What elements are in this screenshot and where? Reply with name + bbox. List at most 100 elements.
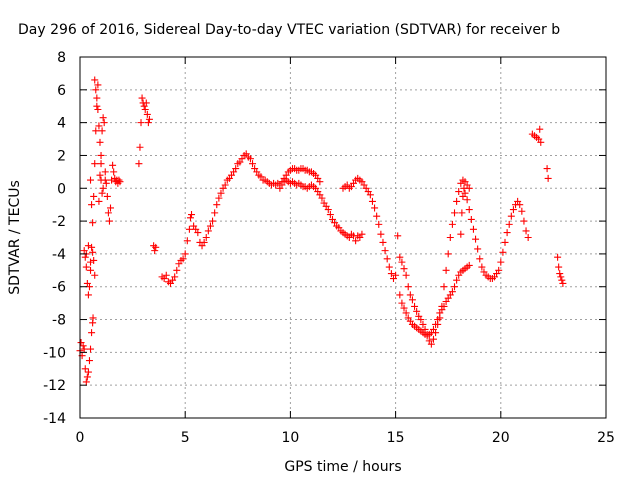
data-point [429, 325, 437, 333]
data-point [185, 225, 193, 233]
data-point [97, 160, 105, 168]
data-point [555, 263, 563, 271]
data-point [179, 255, 187, 263]
data-point [89, 219, 97, 227]
data-point [144, 119, 152, 127]
data-point [211, 209, 219, 217]
data-point [145, 115, 153, 123]
data-point [90, 192, 98, 200]
data-point [559, 279, 567, 287]
grid [80, 57, 606, 418]
data-point [107, 204, 115, 212]
data-point [92, 86, 100, 94]
data-point [536, 125, 544, 133]
plot-frame [79, 56, 607, 419]
data-point [544, 174, 552, 182]
data-point [463, 196, 471, 204]
data-point [213, 201, 221, 209]
data-point [453, 197, 461, 205]
data-point [88, 201, 96, 209]
data-point [461, 189, 469, 197]
data-point [432, 320, 440, 328]
data-point [204, 227, 212, 235]
data-point [478, 263, 486, 271]
y-tick-label: 6 [57, 83, 66, 99]
data-point [102, 179, 110, 187]
data-point [101, 168, 109, 176]
data-point [436, 309, 444, 317]
y-tick-label: -8 [52, 313, 66, 329]
data-point [543, 165, 551, 173]
data-point [326, 211, 334, 219]
data-point [186, 214, 194, 222]
data-point [91, 160, 99, 168]
data-point [402, 271, 410, 279]
data-point [110, 168, 118, 176]
y-tick-label: -6 [52, 280, 66, 296]
data-point [558, 276, 566, 284]
tick-labels: 0 5 10 15 20 25 -14 -12 -10 -8 -6 -4 -2 0 2 4 6 8 [43, 50, 615, 446]
data-point [94, 106, 102, 114]
data-point [91, 76, 99, 84]
data-point [451, 283, 459, 291]
data-point [402, 309, 410, 317]
data-point [89, 314, 97, 322]
data-point [440, 302, 448, 310]
data-point [183, 237, 191, 245]
data-point [497, 258, 505, 266]
data-point [444, 250, 452, 258]
data-point [419, 320, 427, 328]
data-point [181, 250, 189, 258]
data-point [90, 256, 98, 264]
data-point [81, 253, 89, 261]
data-point [358, 230, 366, 238]
data-point [366, 191, 374, 199]
y-tick-label: -14 [43, 411, 66, 427]
data-point [537, 138, 545, 146]
data-point [103, 192, 111, 200]
y-tick-label: 4 [57, 116, 66, 132]
data-point [448, 220, 456, 228]
data-point [141, 106, 149, 114]
data-point [87, 345, 95, 353]
data-point [209, 217, 217, 225]
data-point [80, 345, 88, 353]
data-point [100, 119, 108, 127]
data-point [398, 299, 406, 307]
data-point [383, 255, 391, 263]
data-point [406, 291, 414, 299]
data-point [84, 242, 92, 250]
data-point [99, 114, 107, 122]
data-point [96, 138, 104, 146]
data-point [79, 342, 87, 350]
data-point [516, 201, 524, 209]
data-point [88, 329, 96, 337]
data-point [200, 238, 208, 246]
ticks [79, 56, 607, 419]
x-tick-label: 20 [492, 430, 510, 446]
y-tick-label: 0 [57, 181, 66, 197]
data-point [115, 176, 123, 184]
y-axis-label: SDTVAR / TECUs [7, 180, 23, 295]
data-point [460, 184, 468, 192]
data-point [522, 227, 530, 235]
data-point [394, 232, 402, 240]
data-point [105, 217, 113, 225]
data-point [87, 266, 95, 274]
data-point [472, 235, 480, 243]
data-point [518, 207, 526, 215]
data-point [137, 119, 145, 127]
data-point [509, 206, 517, 214]
data-point [206, 222, 214, 230]
x-tick-label: 10 [281, 430, 299, 446]
data-point [194, 229, 202, 237]
data-point [96, 171, 104, 179]
data-point [84, 368, 92, 376]
data-point [392, 271, 400, 279]
data-point [505, 220, 513, 228]
data-point [215, 194, 223, 202]
data-point [465, 261, 473, 269]
data-point [556, 270, 564, 278]
